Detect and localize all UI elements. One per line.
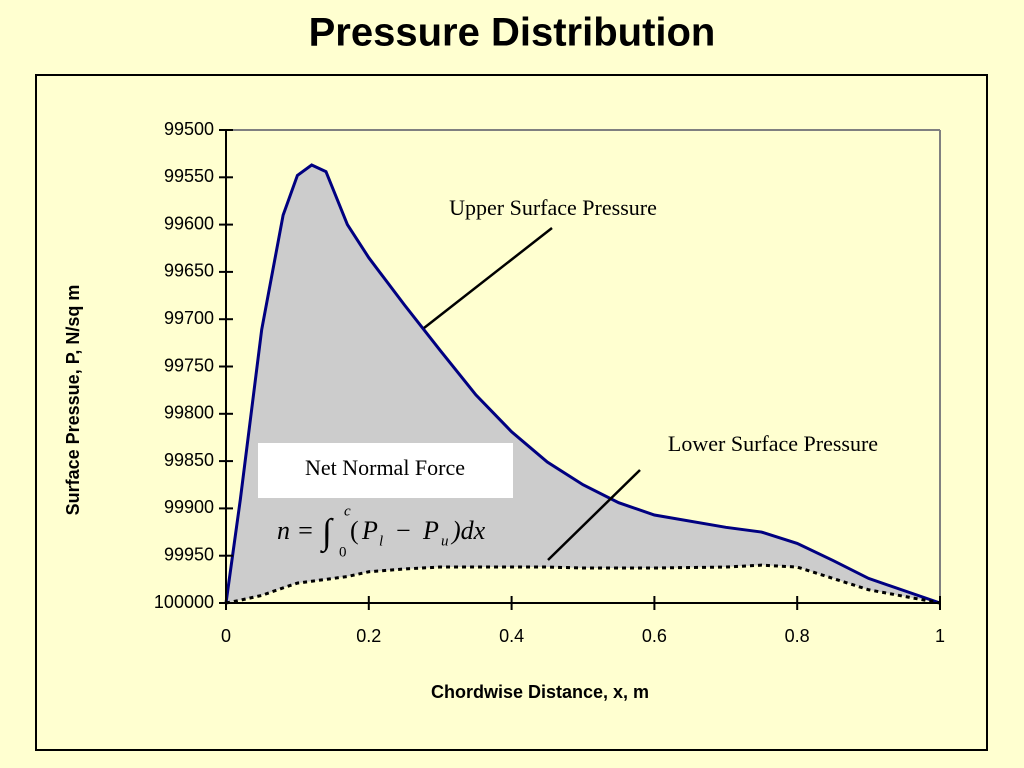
x-tick-label: 0 xyxy=(221,626,231,646)
x-axis-label: Chordwise Distance, x, m xyxy=(431,682,649,702)
series-line xyxy=(224,163,941,605)
formula-lhs: n = xyxy=(277,516,314,545)
y-tick-label: 99600 xyxy=(164,213,214,233)
y-axis-label: Surface Pressue, P, N/sq m xyxy=(63,285,83,516)
y-tick-label: 99800 xyxy=(164,403,214,423)
y-tick-label: 99550 xyxy=(164,166,214,186)
x-tick-label: 0.6 xyxy=(642,626,667,646)
annotation-box xyxy=(258,443,513,498)
formula-p2: P xyxy=(422,516,439,545)
chart-title: Pressure Distribution xyxy=(309,11,716,55)
y-tick-label: 99750 xyxy=(164,355,214,375)
formula-integral: ∫ xyxy=(320,511,334,553)
x-tick-label: 0.2 xyxy=(356,626,381,646)
y-tick-label: 100000 xyxy=(154,592,214,612)
y-tick-label: 99700 xyxy=(164,308,214,328)
lower-callout-line xyxy=(547,469,641,561)
x-tick-label: 0.4 xyxy=(499,626,524,646)
formula-close: )dx xyxy=(450,516,486,545)
formula-open: ( xyxy=(350,516,359,545)
y-tick-label: 99850 xyxy=(164,450,214,470)
formula-p1: P xyxy=(361,516,378,545)
y-tick-label: 99950 xyxy=(164,544,214,564)
formula-minus: − xyxy=(396,516,411,545)
formula-lower-limit: 0 xyxy=(339,544,347,560)
formula: n = ∫ c 0 ( P l − P u )dx xyxy=(277,503,486,560)
chart-frame xyxy=(35,74,988,751)
x-tick-label: 1 xyxy=(935,626,945,646)
formula-sub2: u xyxy=(441,533,449,549)
upper-callout-line xyxy=(423,227,553,329)
y-tick-label: 99900 xyxy=(164,497,214,517)
annotation-text: Net Normal Force xyxy=(305,455,465,480)
formula-upper-limit: c xyxy=(344,503,351,519)
y-tick-label: 99500 xyxy=(164,119,214,139)
x-tick-label: 0.8 xyxy=(785,626,810,646)
lower-callout-label: Lower Surface Pressure xyxy=(668,431,878,456)
formula-sub1: l xyxy=(379,533,383,549)
y-tick-label: 99650 xyxy=(164,261,214,281)
upper-callout-label: Upper Surface Pressure xyxy=(449,195,657,220)
